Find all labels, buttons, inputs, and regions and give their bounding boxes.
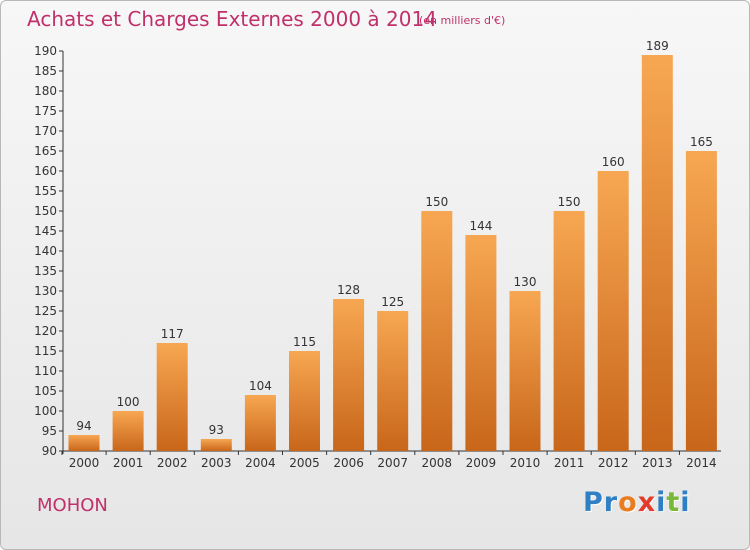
y-tick-label: 120 — [34, 324, 57, 338]
bar-value-label: 125 — [381, 295, 404, 309]
y-tick-label: 190 — [34, 44, 57, 58]
x-tick-label: 2001 — [113, 456, 144, 470]
commune-name: MOHON — [37, 495, 108, 516]
logo-letter: x — [637, 487, 657, 518]
x-tick-label: 2008 — [422, 456, 453, 470]
y-tick-label: 90 — [42, 444, 57, 458]
y-tick-label: 130 — [34, 284, 57, 298]
bar — [200, 439, 232, 451]
bar-value-label: 93 — [209, 423, 224, 437]
y-tick-label: 185 — [34, 64, 57, 78]
x-tick-label: 2000 — [69, 456, 100, 470]
logo-letter: P — [583, 487, 604, 518]
y-tick-label: 125 — [34, 304, 57, 318]
y-tick-label: 155 — [34, 184, 57, 198]
bar — [289, 351, 320, 451]
bar-value-label: 160 — [602, 155, 625, 169]
bar-value-label: 100 — [117, 395, 140, 409]
y-tick-label: 95 — [42, 424, 57, 438]
x-tick-label: 2007 — [377, 456, 408, 470]
bar — [156, 343, 188, 451]
bar — [421, 211, 453, 451]
bar-value-label: 150 — [558, 195, 581, 209]
x-tick-label: 2010 — [510, 456, 541, 470]
x-tick-label: 2006 — [333, 456, 364, 470]
y-tick-label: 160 — [34, 164, 57, 178]
logo-letter: i — [680, 487, 691, 518]
bar-value-label: 115 — [293, 335, 316, 349]
logo-letter: t — [666, 487, 681, 518]
logo-letter: o — [618, 487, 638, 518]
bar — [553, 211, 585, 451]
bar-value-label: 104 — [249, 379, 272, 393]
bar-value-label: 165 — [690, 135, 713, 149]
x-tick-label: 2011 — [554, 456, 585, 470]
chart-title: Achats et Charges Externes 2000 à 2014 — [27, 7, 437, 31]
bar-value-label: 144 — [469, 219, 492, 233]
x-tick-label: 2014 — [686, 456, 717, 470]
y-tick-label: 165 — [34, 144, 57, 158]
logo-letter: r — [603, 487, 619, 518]
x-tick-label: 2009 — [466, 456, 497, 470]
bar — [685, 151, 717, 451]
y-tick-label: 145 — [34, 224, 57, 238]
bar-value-label: 94 — [76, 419, 91, 433]
x-tick-label: 2013 — [642, 456, 673, 470]
bar — [465, 235, 497, 451]
bar-value-label: 130 — [514, 275, 537, 289]
x-tick-label: 2005 — [289, 456, 320, 470]
x-tick-label: 2004 — [245, 456, 276, 470]
bar-value-label: 128 — [337, 283, 360, 297]
x-tick-label: 2012 — [598, 456, 629, 470]
bar — [597, 171, 629, 451]
y-tick-label: 110 — [34, 364, 57, 378]
bar — [244, 395, 276, 451]
bar — [641, 55, 673, 451]
y-tick-label: 170 — [34, 124, 57, 138]
chart-subtitle: (en milliers d'€) — [419, 14, 506, 27]
x-tick-label: 2002 — [157, 456, 188, 470]
bar-value-label: 117 — [161, 327, 184, 341]
bar-value-label: 150 — [425, 195, 448, 209]
bar — [333, 299, 365, 451]
x-tick-label: 2003 — [201, 456, 232, 470]
y-tick-label: 135 — [34, 264, 57, 278]
y-tick-label: 105 — [34, 384, 57, 398]
logo-letter: i — [656, 487, 667, 518]
bar — [68, 435, 100, 451]
bar — [509, 291, 541, 451]
bar-value-label: 189 — [646, 39, 669, 53]
bar — [377, 311, 409, 451]
y-tick-label: 140 — [34, 244, 57, 258]
bar — [112, 411, 144, 451]
y-tick-label: 150 — [34, 204, 57, 218]
y-tick-label: 100 — [34, 404, 57, 418]
y-tick-label: 175 — [34, 104, 57, 118]
proxiti-logo: Proxiti — [583, 487, 691, 518]
y-tick-label: 180 — [34, 84, 57, 98]
y-tick-label: 115 — [34, 344, 57, 358]
